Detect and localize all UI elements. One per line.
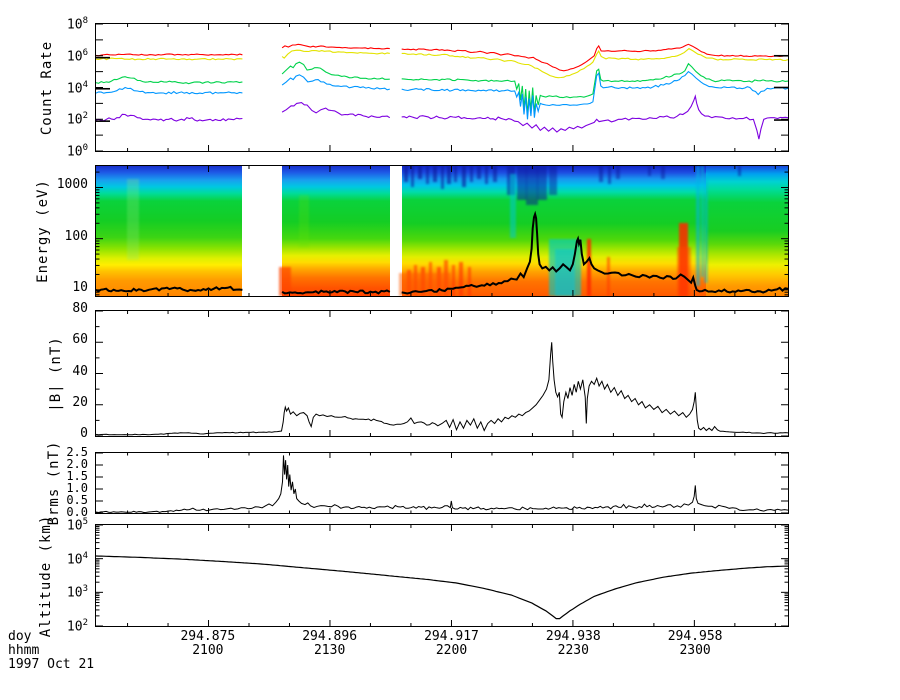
spectrogram-streak [516, 166, 527, 200]
spectrogram-streak [454, 166, 458, 182]
x-tick-doy-label: 294.958 [667, 629, 723, 644]
x-axis-hhmm-caption: hhmm [8, 643, 40, 658]
y-tick-label: 0 [80, 426, 88, 441]
y-tick-label: 40 [72, 363, 88, 379]
spectrogram-streak [470, 166, 474, 182]
spectrogram-streak [492, 166, 497, 182]
spectrogram-streak [126, 179, 139, 260]
y-tick-label: 108 [66, 16, 88, 33]
spectrogram-streak [599, 166, 604, 182]
altitude-plot [96, 525, 788, 626]
panel-altitude [95, 524, 789, 627]
spectrogram-streak [485, 166, 489, 185]
brms-plot [96, 453, 788, 513]
y-tick-label: 0.5 [66, 493, 88, 507]
spectrogram-streak [299, 194, 310, 247]
y-tick-label: 1000 [56, 177, 88, 193]
y-tick-label: 1.5 [66, 469, 88, 483]
spectrogram-streak [616, 166, 621, 179]
y-tick-label: 104 [66, 79, 88, 96]
spectrogram-streak [738, 166, 742, 177]
spectrogram-streak [404, 166, 409, 182]
y-tick-label: 10 [72, 279, 88, 295]
spectrogram-streak [704, 172, 709, 283]
count_rate-plot [96, 24, 788, 151]
spectrogram-streak [446, 166, 451, 185]
panel-b-magnitude [95, 310, 789, 437]
y-tick-label: 100 [66, 143, 88, 160]
y-tick-label: 104 [66, 550, 88, 567]
spectrogram-streak [606, 257, 610, 296]
spectrogram-streak [452, 264, 456, 296]
y-tick-label: 2.5 [66, 445, 88, 459]
y-tick-label: 20 [72, 394, 88, 410]
spectrogram-section [96, 166, 243, 296]
x-tick-doy-label: 294.917 [424, 629, 479, 644]
y-tick-label: 0.0 [66, 505, 88, 519]
spectrogram-streak [433, 166, 438, 182]
spectrogram-streak [586, 238, 591, 296]
x-tick-hhmm-label: 2300 [679, 643, 711, 658]
x-tick-hhmm-label: 2100 [192, 643, 224, 658]
spectrogram-streak [440, 166, 444, 190]
panel-count-rate [95, 23, 789, 152]
spectrogram-streak [468, 267, 472, 296]
spectrogram-streak [476, 166, 481, 179]
x-tick-doy-label: 294.875 [180, 629, 236, 644]
spectrogram-streak [417, 166, 422, 179]
y-tick-label: 102 [66, 111, 88, 128]
spectrogram-streak [425, 166, 429, 185]
y-tick-label: 102 [66, 618, 88, 635]
y-tick-label: 105 [66, 517, 88, 534]
y-tick-label: 100 [64, 228, 88, 244]
spectrogram-streak [648, 166, 652, 177]
spectrogram-streak [278, 267, 291, 296]
spectrogram-streak [510, 173, 517, 238]
y-tick-label: 1.0 [66, 481, 88, 495]
y-tick-label: 2.0 [66, 457, 88, 471]
spectrogram-streak [696, 166, 701, 286]
x-tick-doy-label: 294.938 [545, 629, 601, 644]
spectrogram-streak [607, 166, 611, 185]
panel-energy-spectrogram [95, 165, 789, 297]
spectrogram-streak [661, 166, 666, 179]
spectrogram-streak [548, 166, 557, 195]
date-label: 1997 Oct 21 [8, 657, 95, 672]
x-tick-doy-label: 294.896 [302, 629, 358, 644]
spectrogram-streak [462, 166, 467, 187]
spectrogram-streak [676, 246, 691, 296]
y-tick-label: 106 [66, 47, 88, 65]
x-axis-doy-caption: doy [8, 629, 32, 644]
x-tick-hhmm-label: 2230 [557, 643, 589, 658]
spectrogram-streak [537, 166, 548, 200]
spectrogram-streak [525, 166, 538, 205]
y-tick-label: 80 [72, 301, 88, 316]
spectrogram-section [705, 166, 788, 296]
y-tick-label: 60 [72, 332, 88, 348]
x-tick-hhmm-label: 2200 [435, 643, 468, 658]
panel-brms [95, 452, 789, 514]
x-tick-hhmm-label: 2130 [313, 643, 346, 658]
y-tick-label: 103 [66, 584, 88, 601]
spectrogram-streak [700, 166, 704, 277]
spectrogram-streak [555, 249, 576, 296]
b_field-plot [96, 311, 788, 436]
spectrogram-section [282, 166, 390, 296]
spectrogram-streak [459, 262, 464, 296]
energy_spectrogram-plot [96, 166, 788, 296]
spectrogram-streak [411, 166, 415, 187]
